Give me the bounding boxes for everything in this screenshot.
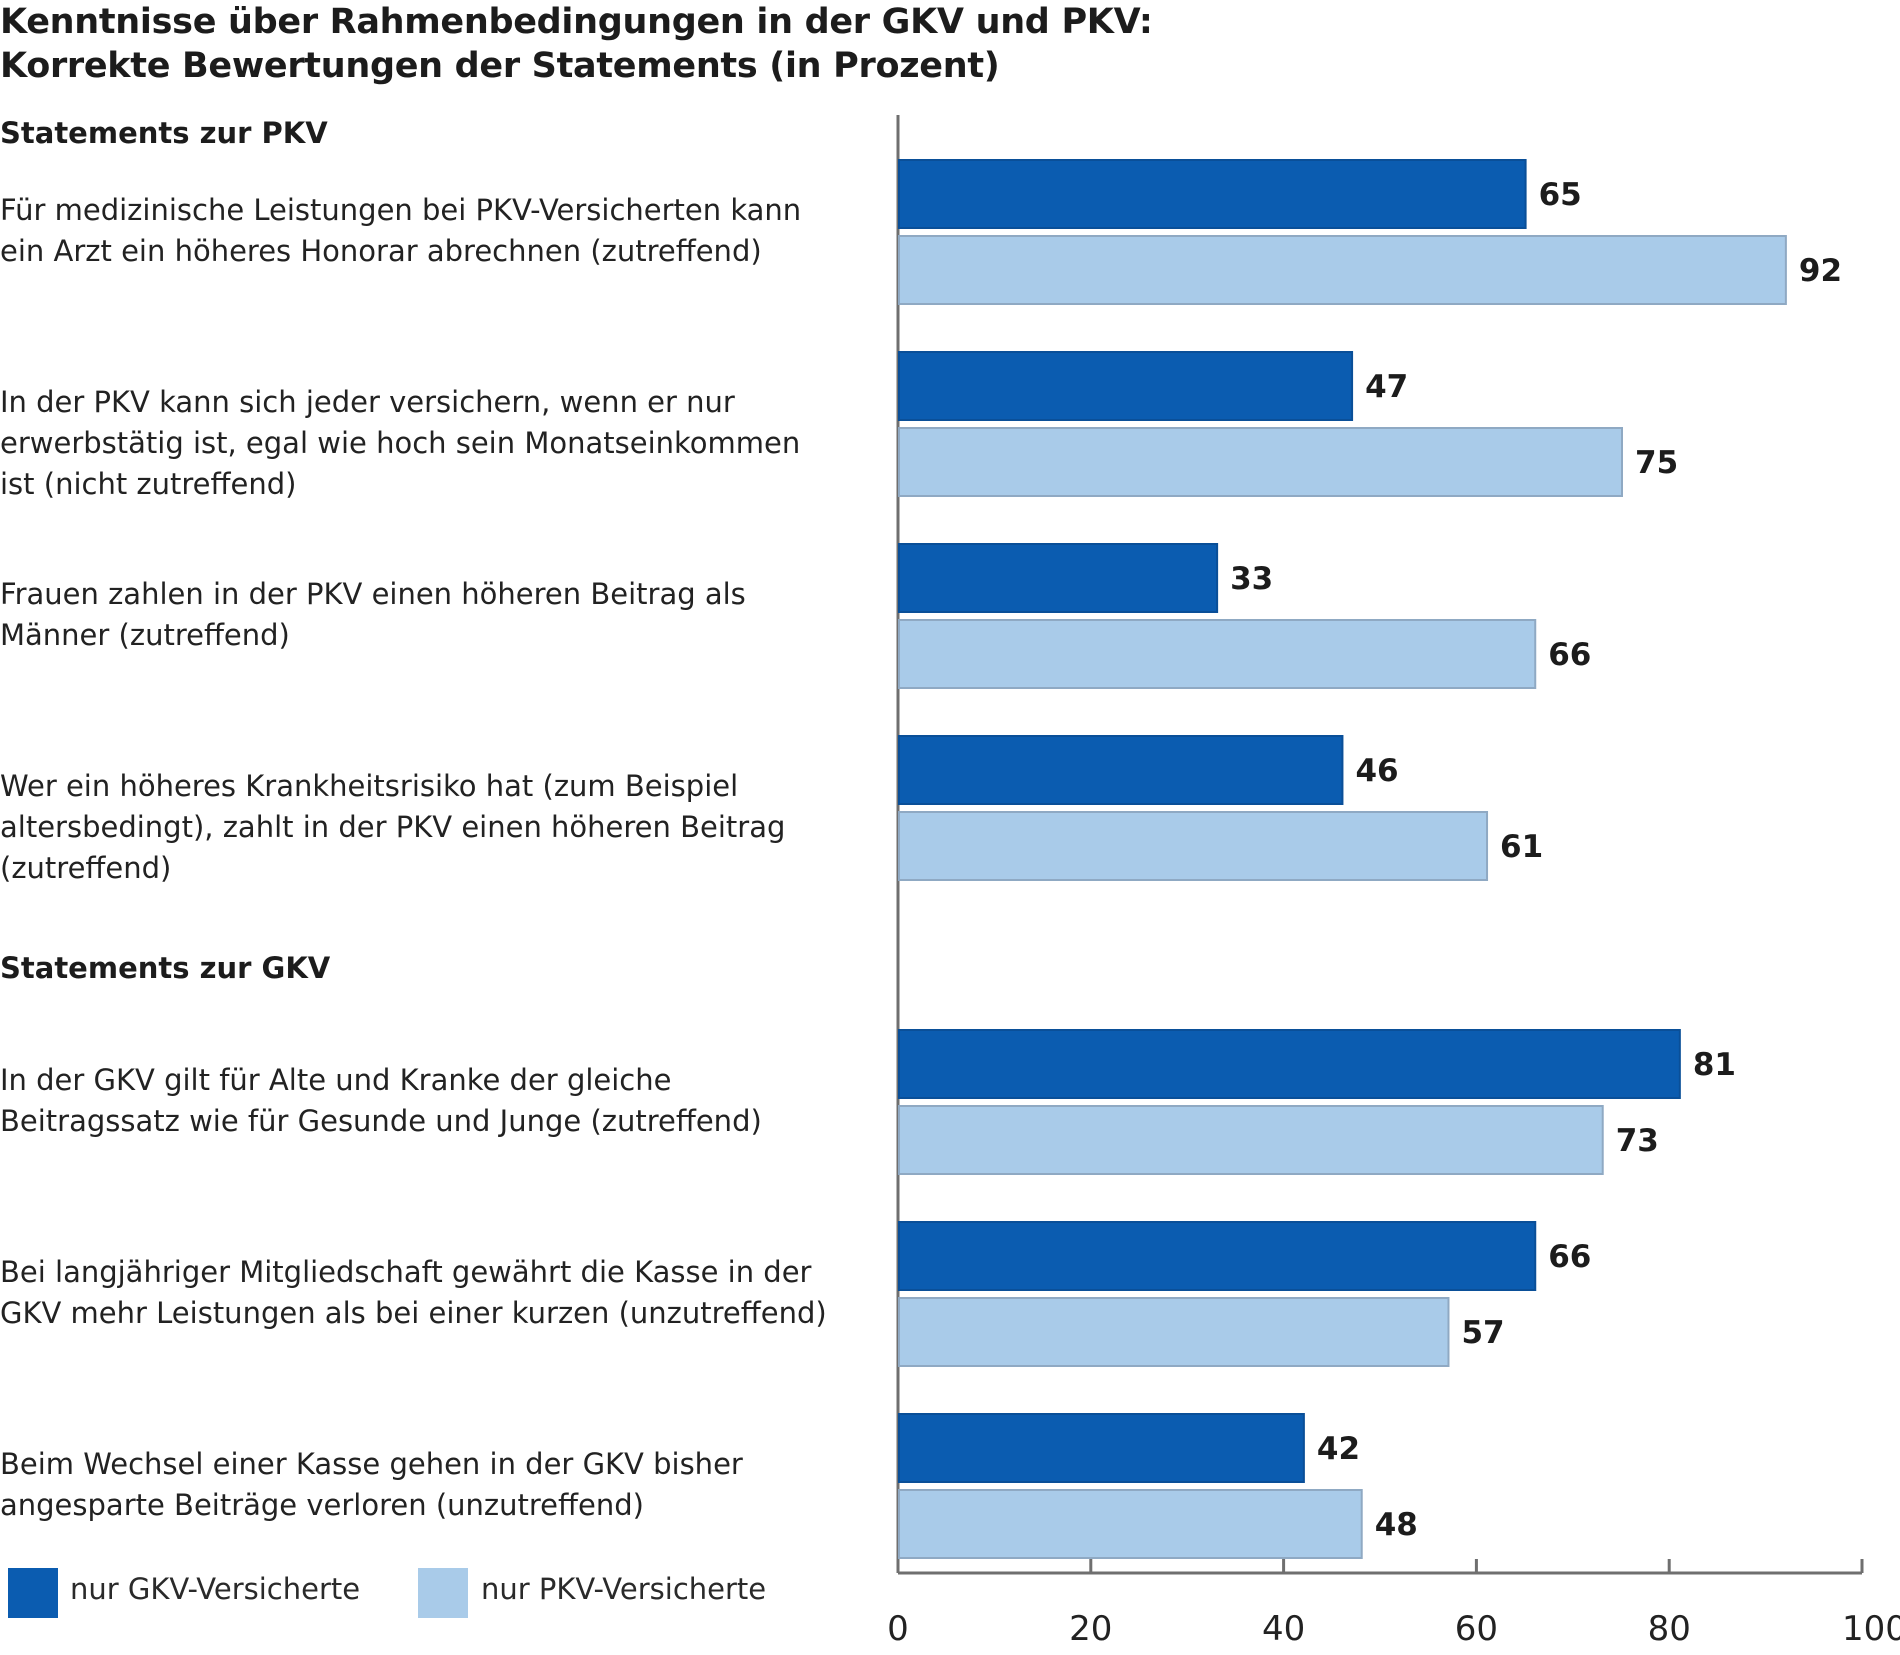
statement-label-line: GKV mehr Leistungen als bei einer kurzen… <box>0 1296 827 1330</box>
data-label-pkv: 66 <box>1548 637 1591 673</box>
data-label-pkv: 75 <box>1635 445 1678 481</box>
section-heading: Statements zur GKV <box>0 951 331 985</box>
statement-label: Wer ein höheres Krankheitsrisiko hat (zu… <box>0 766 870 889</box>
bar-pkv <box>898 235 1787 305</box>
statement-label-line: erwerbstätig ist, egal wie hoch sein Mon… <box>0 426 801 460</box>
bar-gkv <box>898 159 1527 229</box>
legend-swatch-pkv <box>418 1568 468 1618</box>
statement-label-line: (zutreffend) <box>0 851 172 885</box>
statement-label-line: Bei langjähriger Mitgliedschaft gewährt … <box>0 1255 812 1289</box>
chart-title-block: Kenntnisse über Rahmenbedingungen in der… <box>0 0 1153 88</box>
data-label-gkv: 42 <box>1317 1431 1360 1467</box>
data-label-gkv: 46 <box>1355 753 1398 789</box>
statement-label-line: Frauen zahlen in der PKV einen höheren B… <box>0 577 746 611</box>
bar-pkv <box>898 1489 1363 1559</box>
bar-gkv <box>898 543 1219 613</box>
x-tick-label: 60 <box>1455 1609 1498 1649</box>
bar-gkv <box>898 735 1344 805</box>
x-tick-label: 80 <box>1648 1609 1691 1649</box>
statement-label-line: ist (nicht zutreffend) <box>0 467 297 501</box>
statement-label-line: Beim Wechsel einer Kasse gehen in der GK… <box>0 1447 743 1481</box>
x-tick-label: 40 <box>1262 1609 1305 1649</box>
data-label-pkv: 61 <box>1500 829 1543 865</box>
statement-label-line: Wer ein höheres Krankheitsrisiko hat (zu… <box>0 769 739 803</box>
bar-gkv <box>898 351 1354 421</box>
bar-pkv <box>898 1105 1604 1175</box>
chart-subtitle: Korrekte Bewertungen der Statements (in … <box>0 46 1000 86</box>
data-label-pkv: 92 <box>1799 253 1842 289</box>
chart-title: Kenntnisse über Rahmenbedingungen in der… <box>0 2 1153 42</box>
bar-pkv <box>898 619 1537 689</box>
bar-pkv <box>898 427 1623 497</box>
statement-label: Bei langjähriger Mitgliedschaft gewährt … <box>0 1252 870 1334</box>
bar-gkv <box>898 1029 1681 1099</box>
data-label-pkv: 57 <box>1461 1315 1504 1351</box>
data-label-gkv: 33 <box>1230 561 1273 597</box>
statement-label: In der PKV kann sich jeder versichern, w… <box>0 382 870 505</box>
data-label-pkv: 73 <box>1616 1123 1659 1159</box>
statement-label-line: In der PKV kann sich jeder versichern, w… <box>0 385 735 419</box>
statement-label-line: Beitragssatz wie für Gesunde und Junge (… <box>0 1104 762 1138</box>
statement-label-line: Für medizinische Leistungen bei PKV-Vers… <box>0 193 802 227</box>
bar-gkv <box>898 1413 1305 1483</box>
legend-swatch-gkv <box>8 1568 58 1618</box>
statement-label: Für medizinische Leistungen bei PKV-Vers… <box>0 190 870 272</box>
statement-label: In der GKV gilt für Alte und Kranke der … <box>0 1060 870 1142</box>
bar-pkv <box>898 1297 1450 1367</box>
statement-label-line: altersbedingt), zahlt in der PKV einen h… <box>0 810 786 844</box>
statement-label: Frauen zahlen in der PKV einen höheren B… <box>0 574 870 656</box>
legend-label-gkv: nur GKV-Versicherte <box>70 1572 361 1606</box>
statement-label-line: Männer (zutreffend) <box>0 618 290 652</box>
bar-pkv <box>898 811 1489 881</box>
section-heading: Statements zur PKV <box>0 116 328 150</box>
legend-label-pkv: nur PKV-Versicherte <box>481 1572 767 1606</box>
statement-label-line: angesparte Beiträge verloren (unzutreffe… <box>0 1488 644 1522</box>
statement-label: Beim Wechsel einer Kasse gehen in der GK… <box>0 1444 870 1526</box>
x-tick-label: 0 <box>887 1609 909 1649</box>
data-label-gkv: 47 <box>1365 369 1408 405</box>
data-label-gkv: 66 <box>1548 1239 1591 1275</box>
statement-label-line: ein Arzt ein höheres Honorar abrechnen (… <box>0 234 762 268</box>
statement-label-line: In der GKV gilt für Alte und Kranke der … <box>0 1063 672 1097</box>
x-tick-label: 20 <box>1069 1609 1112 1649</box>
data-label-gkv: 65 <box>1539 177 1582 213</box>
data-label-gkv: 81 <box>1693 1047 1736 1083</box>
bar-gkv <box>898 1221 1537 1291</box>
data-label-pkv: 48 <box>1375 1507 1418 1543</box>
x-tick-label: 100 <box>1842 1609 1900 1649</box>
